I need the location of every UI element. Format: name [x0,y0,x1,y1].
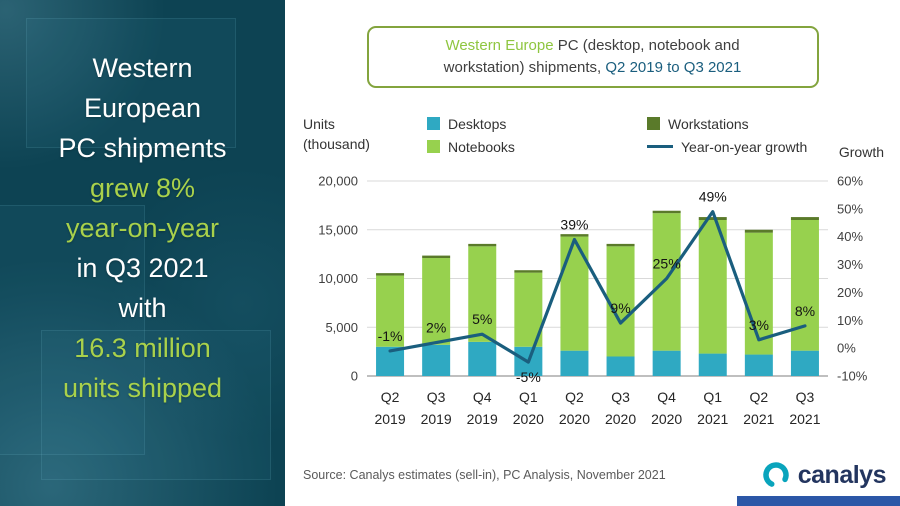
svg-text:10,000: 10,000 [318,271,358,286]
legend-item-workstations: Workstations [647,115,807,132]
svg-text:Q4: Q4 [657,389,676,405]
svg-text:Q1: Q1 [703,389,722,405]
chart-svg: 0 5,000 10,000 15,000 20,000 -10% 0% 10% 20% 30% 4… [318,174,868,428]
title-period: Q2 2019 to Q3 2021 [605,59,742,76]
left-axis-title-line: Units [303,116,335,132]
svg-text:20,000: 20,000 [318,174,358,189]
growth-labels: -1% 2% 5% -5% 39% 9% 25% 49% 3% 8% [378,189,815,385]
svg-text:2020: 2020 [513,411,544,427]
svg-text:9%: 9% [610,300,630,316]
canalys-logo-icon [763,462,789,488]
svg-text:39%: 39% [560,217,588,233]
svg-text:2020: 2020 [651,411,682,427]
title-region: Western Europe [445,37,554,54]
svg-text:2021: 2021 [789,411,820,427]
svg-text:2021: 2021 [697,411,728,427]
svg-text:2%: 2% [426,320,446,336]
svg-text:Q3: Q3 [796,389,815,405]
desktops-swatch [427,117,440,130]
legend-item-notebooks: Notebooks [427,138,647,155]
bottom-accent-bar [737,496,900,506]
svg-text:60%: 60% [837,174,863,189]
svg-text:40%: 40% [837,229,863,244]
svg-text:Q1: Q1 [519,389,538,405]
svg-text:Q2: Q2 [381,389,400,405]
legend-label: Notebooks [448,138,515,155]
title-middle-1: PC (desktop, notebook and [553,37,740,54]
legend-label: Year-on-year growth [681,138,808,155]
svg-text:50%: 50% [837,201,863,216]
headline-line: 16.3 million [74,333,211,363]
svg-text:0%: 0% [837,341,856,356]
svg-text:2020: 2020 [559,411,590,427]
chart-panel: Western Europe PC (desktop, notebook and… [285,0,900,506]
svg-text:Q3: Q3 [611,389,630,405]
y-axis-left-labels: 0 5,000 10,000 15,000 20,000 [318,174,358,384]
chart: 0 5,000 10,000 15,000 20,000 -10% 0% 10% 20% 30% 4… [285,170,900,439]
growth-line-swatch [647,144,673,149]
svg-text:49%: 49% [699,189,727,205]
legend-label: Desktops [448,115,507,132]
svg-text:Q3: Q3 [427,389,446,405]
svg-text:10%: 10% [837,313,863,328]
svg-text:2019: 2019 [421,411,452,427]
title-middle-2: workstation) shipments, [443,59,606,76]
svg-text:8%: 8% [795,303,815,319]
svg-text:5%: 5% [472,311,492,327]
x-axis-labels: Q2 2019 Q3 2019 Q4 2019 Q1 2020 Q2 2020 Q3 2020 Q4 20… [374,389,820,427]
legend-label: Workstations [668,115,749,132]
svg-text:2019: 2019 [467,411,498,427]
left-axis-title-line: (thousand) [303,136,370,152]
headline-line: with [118,293,167,323]
legend-item-desktops: Desktops [427,115,647,132]
svg-text:20%: 20% [837,285,863,300]
svg-text:3%: 3% [749,317,769,333]
background-texture [0,205,145,455]
svg-text:15,000: 15,000 [318,222,358,237]
svg-text:Q2: Q2 [565,389,584,405]
sidebar: Western European PC shipments grew 8% ye… [0,0,285,506]
headline-line: European [83,93,202,123]
chart-title: Western Europe PC (desktop, notebook and… [366,26,819,88]
canalys-logo: canalys [761,460,887,490]
background-texture [41,330,271,480]
svg-text:25%: 25% [653,256,681,272]
legend: Units (thousand) Desktops Notebooks [285,114,900,162]
svg-text:Q4: Q4 [473,389,492,405]
headline-line: Western [92,53,193,83]
svg-text:0: 0 [351,369,358,384]
growth-line [388,210,807,364]
svg-text:-1%: -1% [378,328,403,344]
y-axis-right-labels: -10% 0% 10% 20% 30% 40% 50% 60% [837,174,868,384]
svg-text:5,000: 5,000 [325,320,358,335]
background-texture [26,18,236,148]
bars [376,210,819,376]
headline-line: grew 8% [89,173,196,203]
svg-text:2019: 2019 [374,411,405,427]
legend-item-growth: Year-on-year growth [647,138,807,155]
left-axis-title: Units (thousand) [303,114,370,154]
headline-line: PC shipments [58,133,227,163]
legend-items: Desktops Notebooks Workstations Year-on-… [427,115,807,155]
svg-text:30%: 30% [837,257,863,272]
footer: Source: Canalys estimates (sell-in), PC … [303,460,887,490]
headline-line: year-on-year [65,213,220,243]
svg-text:2020: 2020 [605,411,636,427]
svg-text:-10%: -10% [837,369,868,384]
headline-line: units shipped [62,373,223,403]
source-note: Source: Canalys estimates (sell-in), PC … [303,468,666,482]
svg-text:2021: 2021 [743,411,774,427]
headline: Western European PC shipments grew 8% ye… [0,0,285,408]
workstations-swatch [647,117,660,130]
right-axis-title: Growth [838,144,884,160]
svg-text:Q2: Q2 [750,389,769,405]
notebooks-swatch [427,140,440,153]
headline-line: in Q3 2021 [76,253,209,283]
canalys-logo-text: canalys [797,460,887,489]
svg-text:-5%: -5% [516,369,541,385]
